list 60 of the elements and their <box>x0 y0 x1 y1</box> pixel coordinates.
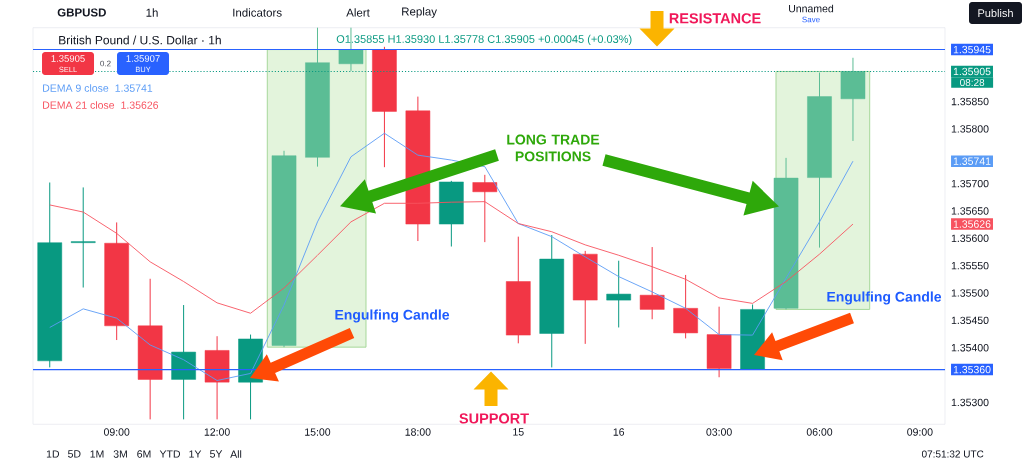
y-tick-label: 1.35360 <box>953 365 991 374</box>
text: 5D <box>68 450 81 458</box>
text: 3M <box>113 450 127 458</box>
text: 6M <box>137 450 151 458</box>
y-tick-label: 1.35800 <box>951 125 989 133</box>
text: DEMA 21 close <box>43 101 115 109</box>
y-tick-label: 1.35500 <box>951 289 989 297</box>
candlestick <box>606 260 631 328</box>
x-tick-label: 06:00 <box>806 428 833 436</box>
y-tick-label: 1.35741 <box>953 157 991 165</box>
text: 1.35626 <box>121 101 159 109</box>
text: Publish <box>978 8 1013 18</box>
y-tick-label: 1.35450 <box>951 316 989 325</box>
x-tick-label: 12:00 <box>204 428 230 436</box>
y-tick-label: 1.35600 <box>951 234 989 243</box>
text: O1.35855 H1.35930 L1.35778 C1.35905 +0.00045 (+0.03%) <box>336 34 632 46</box>
y-tick-label: 1.35700 <box>951 179 989 188</box>
x-tick-label: 03:00 <box>706 428 732 436</box>
x-tick-label: 16 <box>613 428 625 436</box>
annotation: Engulfing Candle <box>335 309 450 323</box>
y-tick-label: 1.35626 <box>953 220 991 228</box>
text: Alert <box>346 8 370 17</box>
x-tick-label: 18:00 <box>405 428 431 436</box>
annotation: 0.2 <box>100 60 111 67</box>
text: British Pound / U.S. Dollar · 1h <box>59 35 221 45</box>
text: Indicators <box>233 8 282 17</box>
x-tick-label: 09:00 <box>907 428 933 436</box>
annotation: Engulfing Candle <box>827 291 942 305</box>
text: 1h <box>146 8 158 17</box>
annotation: 1.35907 <box>126 55 160 62</box>
text: DEMA 9 close <box>43 84 109 92</box>
text: All <box>230 450 242 458</box>
y-tick-label: 1.35650 <box>951 207 989 215</box>
text: 08:28 <box>960 78 985 87</box>
x-tick-label: 15 <box>513 428 524 436</box>
text: Unnamed <box>789 4 834 13</box>
candlestick <box>70 186 96 289</box>
text: GBPUSD <box>57 8 106 17</box>
text: 1.35741 <box>115 84 153 92</box>
candlestick <box>472 174 498 243</box>
y-tick-label: 1.35400 <box>951 343 989 352</box>
text: RESISTANCE <box>669 13 761 24</box>
text: 1M <box>90 450 104 458</box>
x-tick-label: 09:00 <box>103 428 130 436</box>
text: 1Y <box>189 450 202 458</box>
annotation: 1.35905 <box>51 55 85 62</box>
text: 07:51:32 UTC <box>921 450 984 458</box>
text: 1D <box>46 450 60 458</box>
annotation: LONG TRADE POSITIONS <box>507 134 600 162</box>
text: Replay <box>402 7 437 18</box>
y-tick-label: 1.35945 <box>953 45 991 54</box>
y-tick-label: 1.35850 <box>951 97 989 106</box>
y-tick-label: 1.35905 <box>953 67 991 76</box>
x-tick-label: 15:00 <box>305 428 331 436</box>
text: 5Y <box>210 450 223 458</box>
text: Save <box>802 16 820 23</box>
y-tick-label: 1.35550 <box>951 261 989 270</box>
y-tick-label: 1.35300 <box>951 398 989 407</box>
annotation: SUPPORT <box>459 413 529 424</box>
text: YTD <box>159 450 180 458</box>
